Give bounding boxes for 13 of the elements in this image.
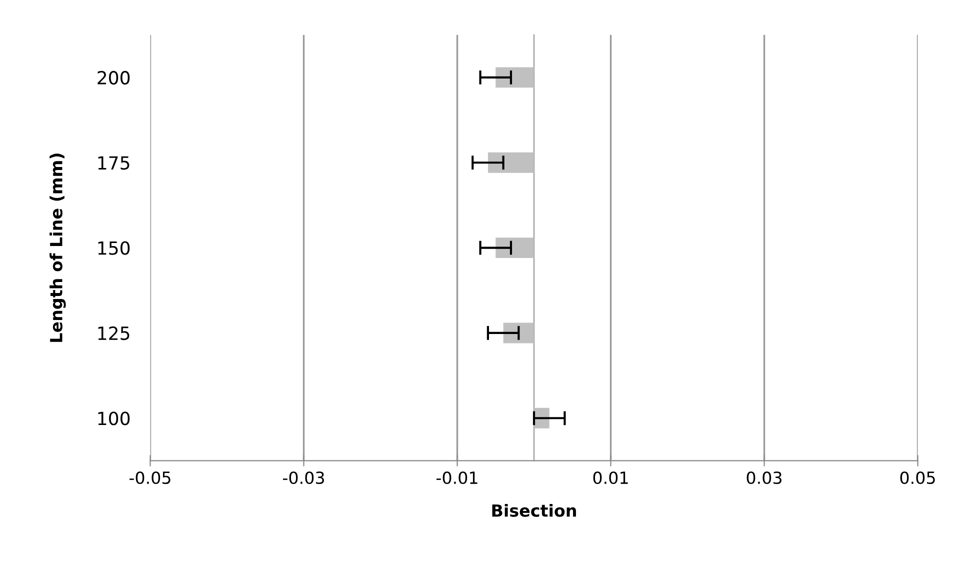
y-tick-label: 175	[98, 156, 130, 170]
y-tick-label: 100	[98, 412, 130, 426]
y-tick-label: 150	[98, 241, 130, 255]
x-tick-label: -0.03	[283, 471, 324, 484]
x-tick-label: 0.05	[900, 471, 935, 484]
y-axis-title: Length of Line (mm)	[50, 154, 66, 342]
x-tick-label: -0.05	[130, 471, 170, 484]
x-tick-label: 0.01	[593, 471, 628, 484]
x-tick-label: 0.03	[746, 471, 782, 484]
y-tick-label: 125	[98, 326, 130, 340]
x-axis-title: Bisection	[492, 504, 576, 517]
y-tick-label: 200	[98, 70, 130, 85]
x-tick-label: -0.01	[436, 471, 478, 484]
